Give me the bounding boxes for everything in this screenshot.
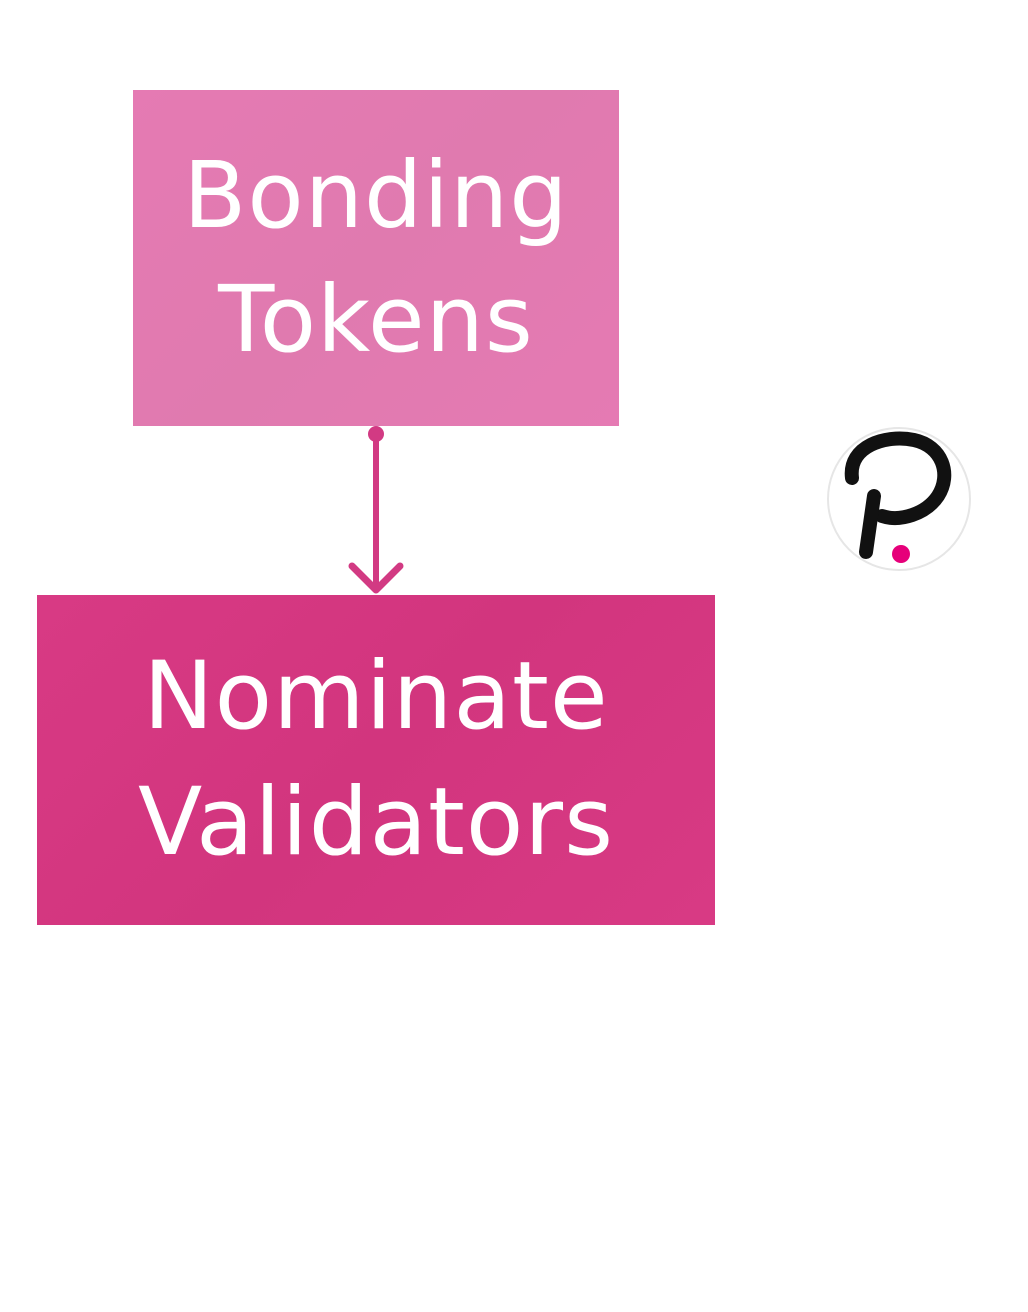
arrow-head-icon xyxy=(348,562,404,594)
polkadot-logo-icon xyxy=(827,427,971,571)
node-bonding-tokens-line-1: Bonding xyxy=(183,142,569,249)
node-bonding-tokens: Bonding Tokens xyxy=(133,90,619,426)
node-nominate-validators-line-2: Validators xyxy=(137,768,615,877)
node-nominate-validators-line-1: Nominate xyxy=(143,642,609,751)
node-nominate-validators: Nominate Validators xyxy=(37,595,715,925)
edge-arrow-bonding-to-nominate xyxy=(348,426,404,594)
node-bonding-tokens-line-2: Tokens xyxy=(218,266,534,373)
